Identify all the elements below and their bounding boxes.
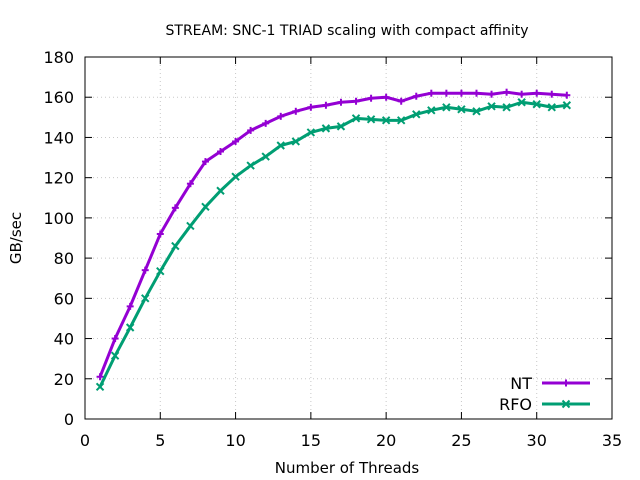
axes: 0 5 10 15 20 25 30 35 0 20 40 60 80 100 120 140 160 180 <box>43 48 622 450</box>
data-point-rfo <box>427 106 436 115</box>
data-point-nt <box>247 126 255 134</box>
data-point-nt <box>352 97 360 105</box>
data-point-rfo <box>321 124 331 133</box>
data-point-rfo <box>532 100 541 109</box>
data-point-rfo <box>171 241 180 251</box>
data-point-nt <box>442 89 450 97</box>
x-tick-label: 20 <box>376 431 396 450</box>
series-layer <box>95 88 572 392</box>
data-point-nt <box>488 90 496 98</box>
y-tick-label: 0 <box>64 410 74 429</box>
data-point-nt <box>322 101 330 109</box>
data-point-rfo <box>216 186 225 195</box>
data-point-nt <box>503 88 511 96</box>
legend-marker-rfo <box>561 399 571 409</box>
x-tick-label: 25 <box>451 431 471 450</box>
series-line-nt <box>98 90 567 378</box>
data-point-nt <box>96 373 104 381</box>
data-point-nt <box>533 89 541 97</box>
legend-label-rfo: RFO <box>499 395 532 414</box>
data-point-rfo <box>351 114 361 123</box>
y-axis-title: GB/sec <box>7 212 25 264</box>
data-point-rfo <box>276 141 285 150</box>
data-point-nt <box>518 90 526 98</box>
series-line-rfo <box>98 100 568 388</box>
data-point-rfo <box>562 101 572 110</box>
y-tick-label: 120 <box>43 169 74 188</box>
x-tick-label: 35 <box>602 431 622 450</box>
legend-label-nt: NT <box>510 374 532 393</box>
y-tick-label: 180 <box>43 48 74 67</box>
data-point-nt <box>186 180 194 188</box>
data-point-rfo <box>457 105 466 114</box>
data-point-nt <box>156 230 164 238</box>
data-point-rfo <box>502 103 511 112</box>
data-point-rfo <box>306 128 316 137</box>
data-point-nt <box>563 91 571 99</box>
data-point-rfo <box>381 116 391 125</box>
data-point-nt <box>126 302 134 310</box>
data-point-nt <box>262 119 270 127</box>
grid <box>85 57 612 419</box>
data-point-rfo <box>95 382 105 392</box>
chart-title: STREAM: SNC-1 TRIAD scaling with compact… <box>166 23 529 39</box>
data-point-nt <box>217 148 225 156</box>
data-point-nt <box>277 112 285 120</box>
y-tick-label: 100 <box>43 209 74 228</box>
legend: NT RFO <box>499 374 590 414</box>
plot-border <box>84 56 613 420</box>
y-tick-label: 160 <box>43 88 74 107</box>
data-point-nt <box>427 89 435 97</box>
data-point-nt <box>382 93 390 101</box>
data-point-rfo <box>472 107 481 116</box>
y-tick-label: 20 <box>54 370 74 389</box>
data-point-rfo <box>442 103 451 112</box>
data-point-rfo <box>487 102 496 111</box>
data-point-rfo <box>291 137 301 146</box>
data-point-rfo <box>261 152 270 161</box>
data-point-nt <box>307 103 315 111</box>
data-point-nt <box>111 335 119 343</box>
data-point-nt <box>397 97 405 105</box>
data-point-nt <box>201 158 209 166</box>
data-point-rfo <box>156 266 165 276</box>
data-point-rfo <box>231 172 240 181</box>
data-point-rfo <box>141 294 150 303</box>
x-tick-label: 15 <box>301 431 321 450</box>
data-point-rfo <box>517 98 526 107</box>
x-tick-label: 30 <box>527 431 547 450</box>
x-tick-label: 0 <box>80 431 90 450</box>
data-point-nt <box>232 137 240 145</box>
data-point-rfo <box>246 161 255 170</box>
data-point-rfo <box>547 103 556 112</box>
x-tick-label: 10 <box>225 431 245 450</box>
y-tick-label: 40 <box>54 330 74 349</box>
data-point-rfo <box>201 202 210 212</box>
data-point-rfo <box>110 351 120 360</box>
data-point-rfo <box>336 122 346 131</box>
y-tick-label: 80 <box>54 249 74 268</box>
data-point-rfo <box>412 110 421 119</box>
data-point-rfo <box>366 115 376 124</box>
x-tick-label: 5 <box>155 431 165 450</box>
legend-marker-nt <box>562 379 570 387</box>
data-point-nt <box>141 266 149 274</box>
data-point-nt <box>548 90 556 98</box>
y-tick-label: 60 <box>54 289 74 308</box>
data-point-nt <box>171 204 179 212</box>
y-tick-label: 140 <box>43 128 74 147</box>
data-point-rfo <box>396 116 406 125</box>
data-point-nt <box>412 92 420 100</box>
data-point-rfo <box>186 221 195 231</box>
x-axis-title: Number of Threads <box>275 459 420 477</box>
data-point-nt <box>457 89 465 97</box>
data-point-nt <box>337 98 345 106</box>
data-point-nt <box>367 94 375 102</box>
data-point-nt <box>472 89 480 97</box>
data-point-nt <box>292 107 300 115</box>
data-point-rfo <box>125 323 135 332</box>
